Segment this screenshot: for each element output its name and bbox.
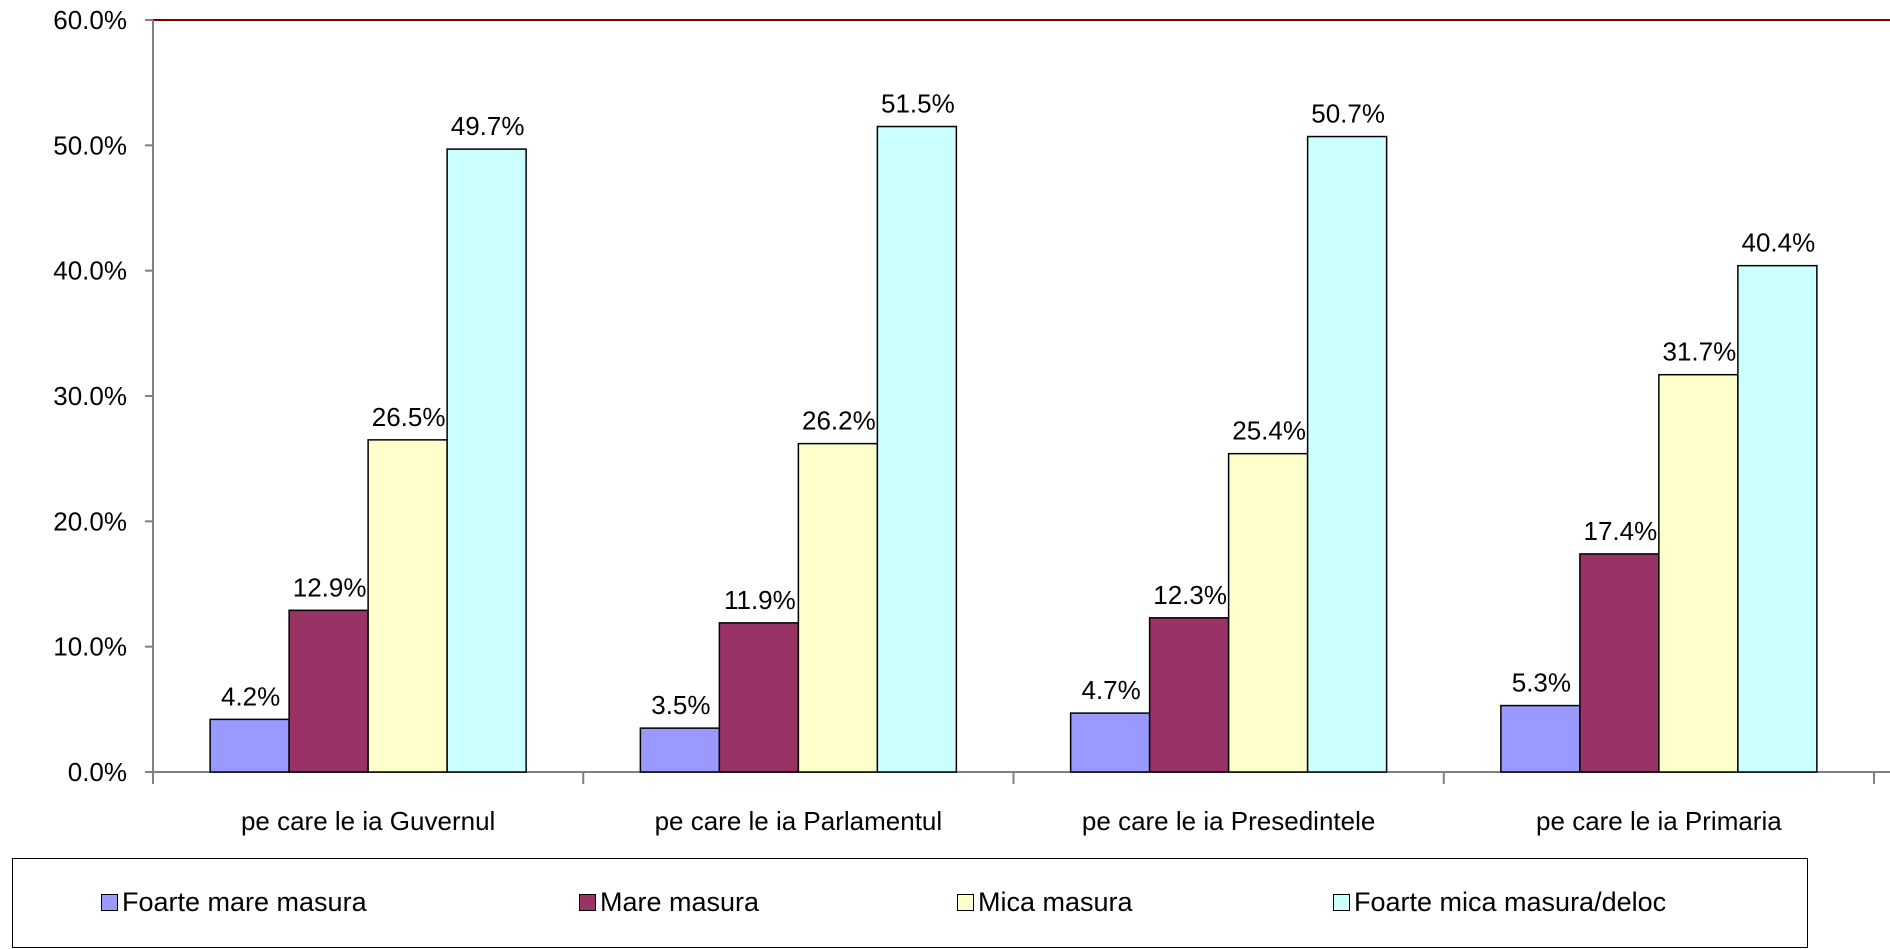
bar bbox=[1306, 135, 1388, 773]
data-label: 5.3% bbox=[1512, 668, 1571, 698]
y-tick-label: 10.0% bbox=[53, 632, 127, 662]
y-tick-label: 50.0% bbox=[53, 130, 127, 160]
data-label: 40.4% bbox=[1742, 228, 1816, 258]
bar bbox=[876, 125, 958, 773]
bar bbox=[1500, 704, 1581, 773]
data-label: 4.7% bbox=[1081, 675, 1140, 705]
y-tick-label: 60.0% bbox=[53, 5, 127, 35]
bar bbox=[1737, 264, 1818, 773]
legend-swatch-foarte-mica-masura-deloc bbox=[1333, 894, 1350, 911]
data-label: 25.4% bbox=[1232, 416, 1306, 446]
x-category-label: pe care le ia Parlamentul bbox=[655, 806, 943, 836]
bar bbox=[288, 609, 369, 773]
legend-label: Foarte mare masura bbox=[122, 887, 367, 917]
legend-swatch-foarte-mare-masura bbox=[101, 894, 118, 911]
data-label: 11.9% bbox=[724, 585, 796, 615]
y-tick-label: 40.0% bbox=[53, 256, 127, 286]
legend-swatch-mica-masura bbox=[957, 894, 974, 911]
bar bbox=[1069, 712, 1151, 773]
data-label: 49.7% bbox=[451, 111, 525, 141]
y-tick-label: 20.0% bbox=[53, 506, 127, 536]
data-label: 26.5% bbox=[372, 402, 446, 432]
bar bbox=[1148, 617, 1230, 773]
data-label: 3.5% bbox=[651, 690, 710, 720]
y-tick-label: 0.0% bbox=[68, 757, 127, 787]
data-label: 12.3% bbox=[1153, 580, 1227, 610]
data-label: 17.4% bbox=[1584, 516, 1658, 546]
bar bbox=[718, 622, 800, 773]
x-category-label: pe care le ia Primaria bbox=[1536, 806, 1782, 836]
data-label: 51.5% bbox=[881, 89, 955, 119]
data-label: 31.7% bbox=[1663, 337, 1737, 367]
legend-label: Foarte mica masura/deloc bbox=[1354, 887, 1667, 917]
legend-item-foarte-mare-masura: Foarte mare masura bbox=[101, 887, 367, 918]
bar bbox=[209, 718, 290, 773]
bar bbox=[1658, 373, 1739, 773]
x-category-label: pe care le ia Presedintele bbox=[1082, 806, 1375, 836]
bar bbox=[446, 148, 527, 773]
y-tick-label: 30.0% bbox=[53, 381, 127, 411]
bar bbox=[367, 439, 448, 773]
bar bbox=[1579, 553, 1660, 773]
legend: Foarte mare masura Mare masura Mica masu… bbox=[12, 858, 1808, 948]
data-label: 50.7% bbox=[1311, 99, 1385, 129]
data-label: 26.2% bbox=[802, 406, 876, 436]
bar bbox=[639, 727, 721, 773]
legend-item-mica-masura: Mica masura bbox=[957, 887, 1133, 918]
data-label: 12.9% bbox=[293, 572, 367, 602]
legend-swatch-mare-masura bbox=[579, 894, 596, 911]
bar bbox=[797, 442, 879, 773]
legend-item-foarte-mica-masura-deloc: Foarte mica masura/deloc bbox=[1333, 887, 1666, 918]
bar-chart: 0.0% 10.0% 20.0% 30.0% 40.0% 50.0% 60.0% 4.2% 12… bbox=[53, 5, 1890, 836]
legend-item-mare-masura: Mare masura bbox=[579, 887, 759, 918]
bar bbox=[1227, 452, 1309, 773]
legend-label: Mica masura bbox=[978, 887, 1133, 917]
data-label: 4.2% bbox=[221, 681, 280, 711]
x-category-label: pe care le ia Guvernul bbox=[241, 806, 495, 836]
legend-label: Mare masura bbox=[600, 887, 760, 917]
